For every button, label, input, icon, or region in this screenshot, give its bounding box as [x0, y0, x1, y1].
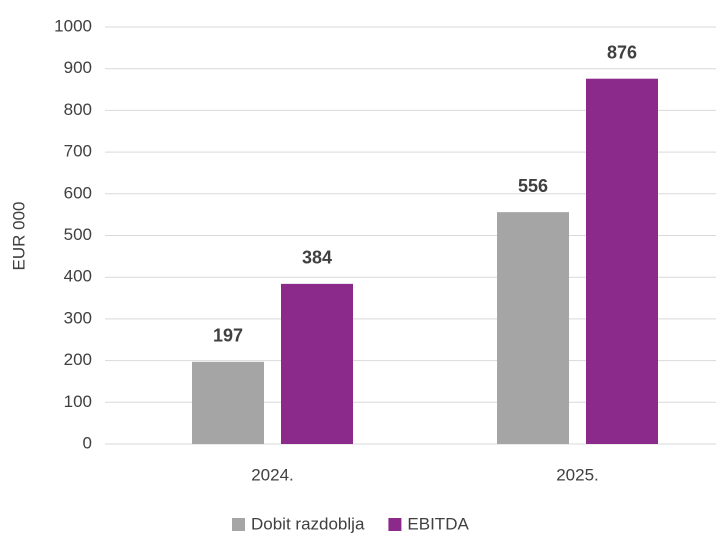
y-tick-label: 900 [64, 58, 92, 77]
y-tick-label: 500 [64, 225, 92, 244]
y-axis-label: EUR 000 [9, 202, 28, 271]
data-label: 384 [302, 248, 332, 268]
legend-label: Dobit razdoblja [251, 514, 365, 533]
y-tick-label: 1000 [54, 16, 92, 35]
legend-swatch [232, 518, 245, 531]
y-tick-label: 800 [64, 100, 92, 119]
x-tick-label: 2024. [251, 465, 294, 484]
bar [281, 283, 353, 444]
y-tick-label: 0 [83, 433, 92, 452]
legend-swatch [388, 518, 402, 531]
x-tick-label: 2025. [556, 465, 599, 484]
bar [497, 212, 569, 444]
bar [586, 78, 658, 444]
y-tick-label: 200 [64, 350, 92, 369]
y-tick-label: 400 [64, 267, 92, 286]
y-tick-label: 600 [64, 183, 92, 202]
bar [192, 361, 264, 444]
y-tick-label: 700 [64, 142, 92, 161]
y-tick-label: 100 [64, 392, 92, 411]
legend-label: EBITDA [407, 514, 469, 533]
data-label: 197 [213, 326, 243, 346]
data-label: 876 [607, 42, 637, 62]
y-tick-label: 300 [64, 308, 92, 327]
data-label: 556 [518, 176, 548, 196]
